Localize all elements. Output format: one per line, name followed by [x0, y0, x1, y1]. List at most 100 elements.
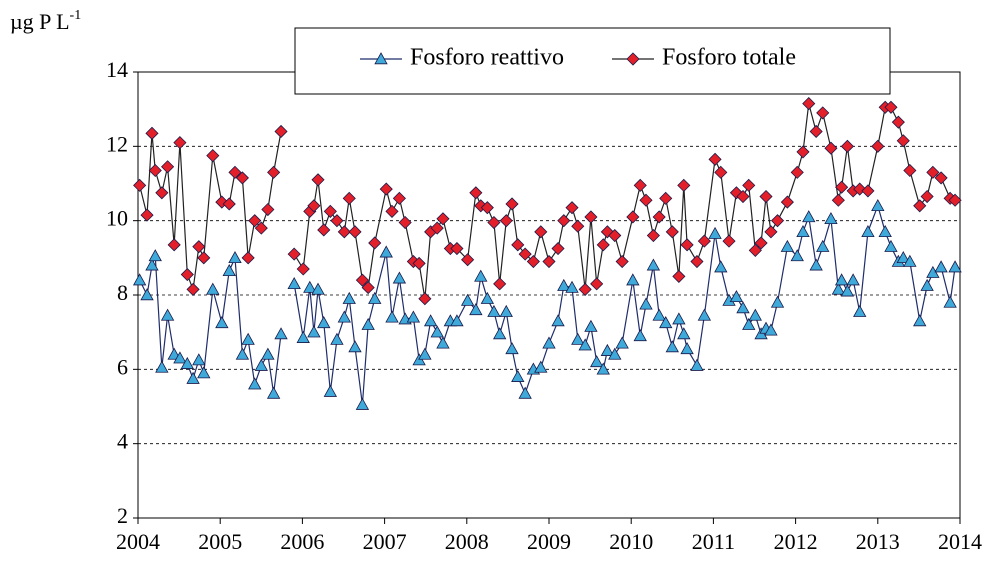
- y-axis-label-text: µg P L: [10, 9, 70, 34]
- point: [248, 214, 262, 228]
- point: [287, 277, 301, 290]
- point: [330, 214, 344, 228]
- point: [406, 310, 421, 323]
- point: [736, 189, 750, 204]
- point: [436, 336, 450, 349]
- point: [646, 228, 660, 243]
- point: [235, 171, 249, 185]
- point: [840, 139, 854, 153]
- point: [884, 239, 898, 252]
- point: [831, 282, 846, 295]
- point: [379, 245, 393, 258]
- point: [317, 223, 331, 237]
- point: [652, 210, 666, 224]
- point: [145, 126, 159, 140]
- point: [578, 282, 592, 296]
- point: [542, 336, 556, 349]
- point: [871, 198, 885, 211]
- point: [248, 377, 262, 390]
- point: [337, 310, 352, 323]
- point: [626, 273, 640, 286]
- point: [920, 278, 934, 291]
- point: [878, 224, 892, 238]
- point: [759, 189, 773, 204]
- point: [505, 342, 519, 355]
- point: [672, 312, 686, 325]
- point: [551, 241, 565, 256]
- point: [853, 304, 867, 317]
- point: [714, 260, 728, 273]
- point: [241, 332, 255, 345]
- x-tick-label: 2014: [938, 529, 982, 554]
- point: [192, 353, 206, 366]
- point: [770, 214, 785, 228]
- point: [140, 288, 154, 301]
- point: [161, 160, 175, 174]
- point: [565, 280, 579, 293]
- point: [173, 351, 187, 364]
- x-tick-label: 2009: [527, 529, 571, 554]
- point: [748, 243, 762, 257]
- point: [215, 316, 229, 329]
- point: [511, 369, 525, 382]
- legend-label: Fosforo reattivo: [410, 45, 564, 71]
- point: [436, 212, 450, 226]
- point: [317, 316, 331, 329]
- point: [518, 247, 532, 261]
- point: [943, 295, 957, 308]
- legend-box: [294, 27, 891, 95]
- point: [729, 290, 744, 303]
- x-tick-label: 2004: [116, 529, 160, 554]
- point: [861, 224, 875, 238]
- point: [480, 201, 494, 215]
- point: [729, 186, 743, 200]
- point: [337, 225, 351, 239]
- point: [891, 115, 905, 129]
- point: [571, 332, 585, 345]
- point: [659, 316, 673, 329]
- point: [896, 251, 910, 264]
- point: [840, 284, 855, 297]
- point: [418, 347, 432, 360]
- point: [368, 291, 382, 304]
- point: [913, 314, 927, 327]
- point: [511, 238, 525, 252]
- point: [834, 273, 849, 286]
- point: [266, 386, 281, 399]
- x-tick-label: 2007: [363, 529, 407, 554]
- point: [824, 211, 838, 225]
- point: [392, 271, 407, 284]
- point: [330, 332, 344, 345]
- point: [526, 254, 540, 269]
- point: [173, 136, 187, 150]
- point: [235, 347, 250, 360]
- point: [600, 225, 614, 239]
- point: [323, 204, 337, 218]
- point: [584, 319, 598, 332]
- point: [307, 199, 321, 213]
- point: [418, 292, 432, 306]
- point: [884, 100, 898, 114]
- point: [697, 308, 712, 321]
- point: [802, 210, 816, 223]
- point: [355, 273, 369, 287]
- point: [816, 106, 830, 120]
- point: [926, 165, 940, 179]
- point: [639, 193, 653, 207]
- point: [665, 225, 679, 239]
- point: [493, 327, 507, 340]
- legend-label: Fosforo totale: [662, 45, 796, 71]
- point: [222, 197, 236, 211]
- point: [824, 141, 838, 155]
- point: [816, 239, 830, 252]
- point: [600, 343, 615, 356]
- point: [646, 258, 661, 271]
- point: [261, 202, 275, 217]
- point: [690, 358, 704, 371]
- point: [474, 269, 488, 282]
- point: [796, 145, 810, 159]
- point: [615, 254, 629, 269]
- point: [261, 347, 275, 360]
- y-tick-label: 6: [117, 354, 128, 379]
